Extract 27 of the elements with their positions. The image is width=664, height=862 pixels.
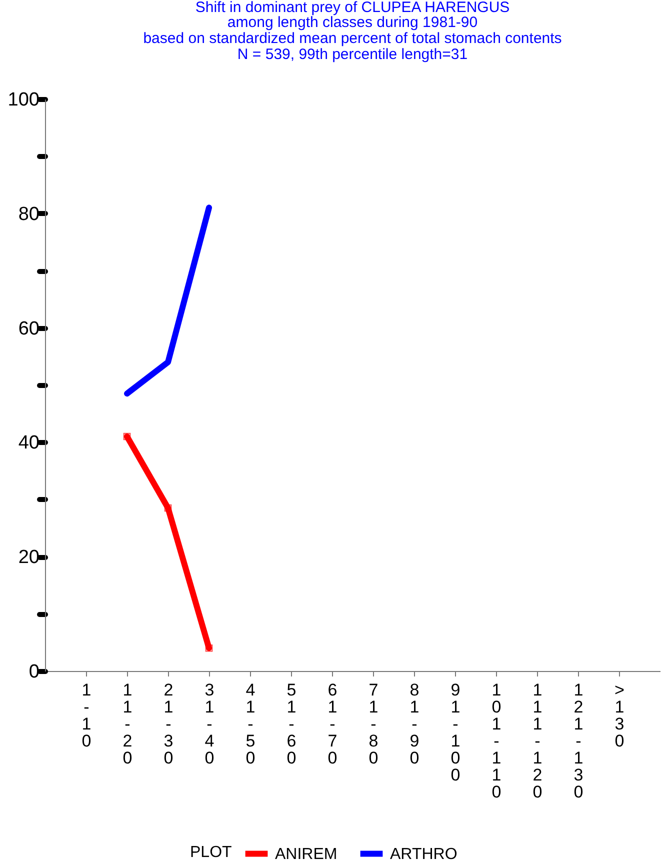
x-tick-label: 121-130 — [574, 680, 584, 802]
y-tick-label: 80 — [18, 204, 40, 225]
x-tick-label: 41-50 — [246, 680, 256, 768]
x-tick-label: 11-20 — [122, 680, 132, 768]
legend-title: PLOT — [190, 844, 232, 861]
point — [123, 432, 131, 440]
point — [205, 644, 213, 652]
y-tick-label: 20 — [18, 547, 40, 568]
x-tick-label: >130 — [614, 680, 625, 750]
x-tick-label: 101-110 — [492, 680, 502, 802]
x-tick-label: 111-120 — [532, 680, 542, 802]
legend-label: ARTHRO — [390, 846, 458, 862]
x-tick-label: 81-90 — [410, 680, 420, 768]
y-tick-label: 100 — [8, 90, 40, 110]
y-tick-label: 60 — [18, 318, 40, 340]
x-tick-label: 71-80 — [368, 680, 378, 768]
x-tick-label: 91-100 — [450, 680, 460, 784]
y-tick-label: 40 — [18, 432, 40, 454]
x-tick-label: 51-60 — [286, 680, 296, 768]
chart-title: Shift in dominant prey of CLUPEA HARENGUS — [195, 0, 510, 16]
x-tick-label: 31-40 — [204, 680, 214, 768]
chart-subtitle: among length classes during 1981-90 based on standardized mean percent of total stomach contents N = 539, 99th percentile length=31 — [143, 14, 562, 63]
x-tick-label: 61-70 — [328, 680, 338, 768]
point — [164, 504, 172, 512]
x-tick-label: 21-30 — [164, 680, 174, 768]
legend-label: ANIREM — [275, 846, 338, 862]
x-tick-label: 1-10 — [82, 680, 92, 750]
